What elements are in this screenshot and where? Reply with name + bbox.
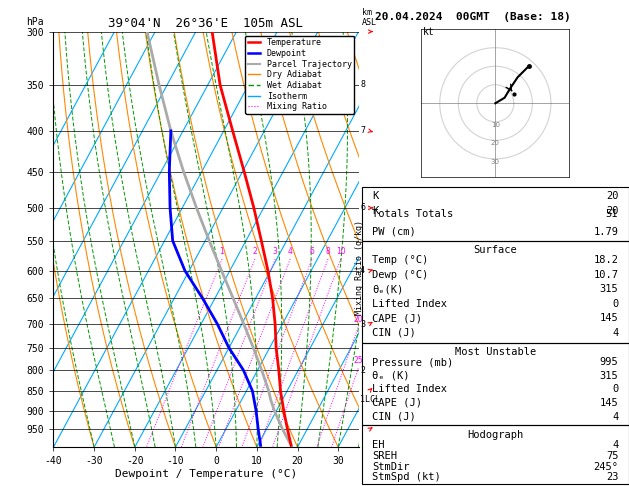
Text: 1: 1 bbox=[220, 247, 225, 256]
Text: 315: 315 bbox=[599, 284, 618, 294]
Text: 20: 20 bbox=[491, 140, 500, 146]
Text: 245°: 245° bbox=[593, 462, 618, 471]
Text: 2: 2 bbox=[360, 365, 365, 375]
Text: Most Unstable: Most Unstable bbox=[455, 347, 536, 358]
Text: Surface: Surface bbox=[474, 245, 517, 256]
Text: kt: kt bbox=[423, 27, 435, 37]
Text: 8: 8 bbox=[326, 247, 330, 256]
Text: 4: 4 bbox=[612, 328, 618, 338]
Text: 0: 0 bbox=[612, 384, 618, 394]
Text: Lifted Index: Lifted Index bbox=[372, 384, 447, 394]
Text: K: K bbox=[372, 206, 379, 216]
Text: 4: 4 bbox=[612, 412, 618, 421]
Text: CAPE (J): CAPE (J) bbox=[372, 398, 422, 408]
Text: EH: EH bbox=[372, 440, 385, 450]
Text: StmSpd (kt): StmSpd (kt) bbox=[372, 472, 441, 483]
Text: θₑ (K): θₑ (K) bbox=[372, 371, 410, 381]
Text: SREH: SREH bbox=[372, 451, 398, 461]
Text: 20: 20 bbox=[606, 206, 618, 216]
Text: Lifted Index: Lifted Index bbox=[372, 299, 447, 309]
Text: 23: 23 bbox=[606, 472, 618, 483]
Text: 7: 7 bbox=[360, 126, 365, 136]
Text: PW (cm): PW (cm) bbox=[372, 226, 416, 237]
Text: CAPE (J): CAPE (J) bbox=[372, 313, 422, 323]
Title: 39°04'N  26°36'E  105m ASL: 39°04'N 26°36'E 105m ASL bbox=[108, 17, 304, 31]
Bar bbox=[362, 425, 629, 484]
Text: Dewp (°C): Dewp (°C) bbox=[372, 270, 428, 279]
Text: StmDir: StmDir bbox=[372, 462, 410, 471]
Text: 145: 145 bbox=[599, 398, 618, 408]
Text: CIN (J): CIN (J) bbox=[372, 412, 416, 421]
Text: Hodograph: Hodograph bbox=[467, 430, 523, 440]
Bar bbox=[362, 343, 629, 425]
Text: 2: 2 bbox=[252, 247, 257, 256]
Text: 20: 20 bbox=[606, 191, 618, 201]
Text: K: K bbox=[372, 191, 379, 201]
Text: km
ASL: km ASL bbox=[362, 8, 377, 27]
Text: 10: 10 bbox=[491, 122, 500, 128]
Text: 18.2: 18.2 bbox=[593, 255, 618, 265]
Text: Mixing Ratio (g/kg): Mixing Ratio (g/kg) bbox=[355, 220, 364, 315]
Text: 20.04.2024  00GMT  (Base: 18): 20.04.2024 00GMT (Base: 18) bbox=[375, 12, 571, 22]
Text: θₑ(K): θₑ(K) bbox=[372, 284, 404, 294]
Text: 4: 4 bbox=[612, 440, 618, 450]
Text: 25: 25 bbox=[353, 356, 363, 365]
Text: 3: 3 bbox=[360, 319, 365, 329]
Bar bbox=[362, 187, 629, 241]
Text: Totals Totals: Totals Totals bbox=[372, 209, 454, 219]
Text: 8: 8 bbox=[360, 80, 365, 89]
Text: 315: 315 bbox=[599, 371, 618, 381]
Text: 145: 145 bbox=[599, 313, 618, 323]
Bar bbox=[362, 241, 629, 343]
Text: 10.7: 10.7 bbox=[593, 270, 618, 279]
Text: 30: 30 bbox=[491, 159, 500, 165]
Text: 10: 10 bbox=[336, 247, 345, 256]
Text: 4: 4 bbox=[360, 266, 365, 275]
Text: 51: 51 bbox=[606, 209, 618, 219]
Text: hPa: hPa bbox=[26, 17, 43, 27]
Legend: Temperature, Dewpoint, Parcel Trajectory, Dry Adiabat, Wet Adiabat, Isotherm, Mi: Temperature, Dewpoint, Parcel Trajectory… bbox=[245, 36, 354, 114]
Text: 4: 4 bbox=[287, 247, 292, 256]
Text: 1.79: 1.79 bbox=[593, 226, 618, 237]
X-axis label: Dewpoint / Temperature (°C): Dewpoint / Temperature (°C) bbox=[115, 469, 297, 479]
Text: 995: 995 bbox=[599, 357, 618, 367]
Text: Pressure (mb): Pressure (mb) bbox=[372, 357, 454, 367]
Text: 1LCL: 1LCL bbox=[360, 395, 380, 403]
Text: 3: 3 bbox=[273, 247, 277, 256]
Text: 6: 6 bbox=[360, 204, 365, 212]
Text: 75: 75 bbox=[606, 451, 618, 461]
Text: Temp (°C): Temp (°C) bbox=[372, 255, 428, 265]
Text: 6: 6 bbox=[309, 247, 314, 256]
Text: CIN (J): CIN (J) bbox=[372, 328, 416, 338]
Text: 20: 20 bbox=[353, 315, 363, 324]
Text: 0: 0 bbox=[612, 299, 618, 309]
